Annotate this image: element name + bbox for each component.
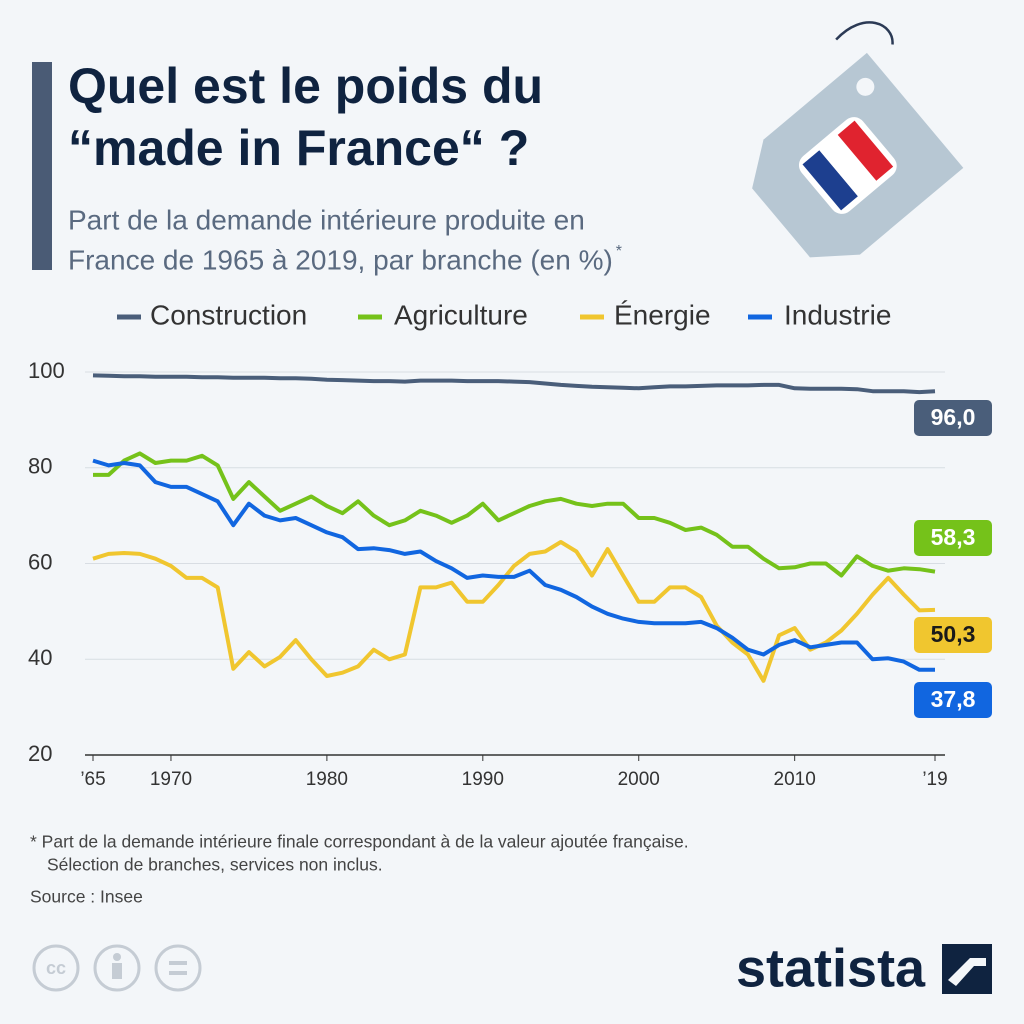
y-tick-label: 40 xyxy=(28,645,52,670)
chart-title: “made in France“ ? xyxy=(68,120,529,176)
value-label: 96,0 xyxy=(931,404,976,430)
license-icons: cc xyxy=(32,944,202,992)
value-label-box xyxy=(914,682,992,718)
x-tick-label: 1990 xyxy=(462,769,504,790)
value-label: 37,8 xyxy=(931,686,976,712)
subtitle: Part de la demande intérieure produite e… xyxy=(68,204,585,235)
source: Source : Insee xyxy=(30,887,143,907)
y-tick-label: 20 xyxy=(28,741,52,766)
legend-label: Énergie xyxy=(614,299,711,330)
value-label: 50,3 xyxy=(931,621,976,647)
legend-label: Industrie xyxy=(784,299,891,330)
legend-label: Agriculture xyxy=(394,299,528,330)
series-line xyxy=(92,458,935,672)
x-tick-label: ’19 xyxy=(922,769,947,790)
brand-icon xyxy=(942,944,992,994)
note: Sélection de branches, services non incl… xyxy=(47,855,383,875)
license-text: cc xyxy=(46,958,66,978)
chart-title: Quel est le poids du xyxy=(68,58,543,114)
x-tick-label: 2010 xyxy=(774,769,816,790)
value-label-box xyxy=(914,617,992,653)
y-tick-label: 60 xyxy=(28,549,52,574)
series-line xyxy=(93,451,936,578)
legend-label: Construction xyxy=(150,299,307,330)
brand: statista xyxy=(736,938,926,998)
value-label-box xyxy=(914,520,992,556)
note: * Part de la demande intérieure finale c… xyxy=(30,832,689,852)
x-tick-label: 1980 xyxy=(306,769,348,790)
value-label: 58,3 xyxy=(931,524,976,550)
y-tick-label: 80 xyxy=(28,454,52,479)
subtitle-marker: * xyxy=(616,243,622,260)
value-label-box xyxy=(914,400,992,436)
subtitle: France de 1965 à 2019, par branche (en %… xyxy=(68,244,613,275)
series-line xyxy=(92,373,936,395)
title-bar xyxy=(32,62,52,270)
price-tag xyxy=(752,21,964,258)
x-tick-label: 1970 xyxy=(150,769,192,790)
x-tick-label: 2000 xyxy=(618,769,660,790)
x-tick-label: ’65 xyxy=(80,769,105,790)
series-line xyxy=(92,540,936,683)
y-tick-label: 100 xyxy=(28,358,65,383)
